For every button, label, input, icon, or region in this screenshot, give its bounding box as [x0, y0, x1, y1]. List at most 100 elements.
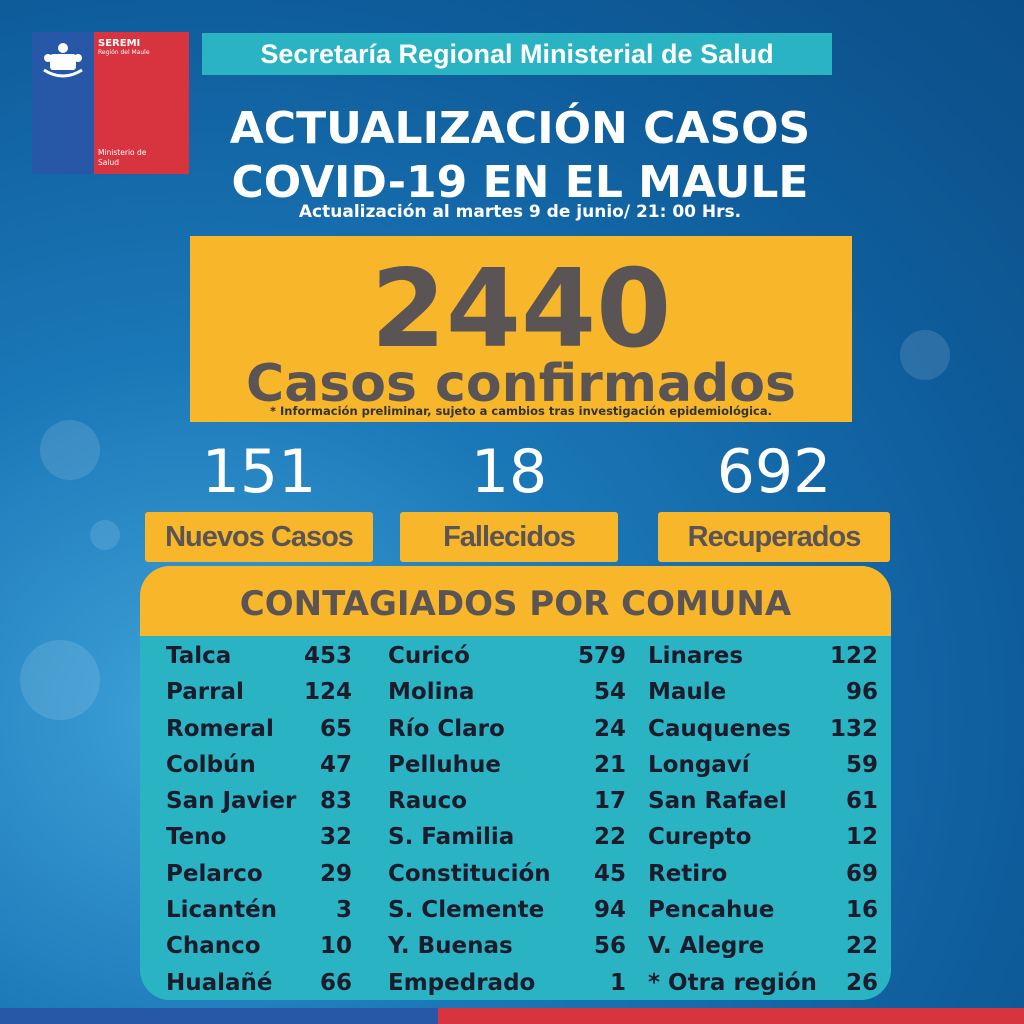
comuna-name: San Javier: [166, 788, 297, 815]
stat-new-cases: 151 Nuevos Casos: [145, 442, 373, 562]
comuna-count: 54: [593, 679, 626, 706]
comuna-name: S. Clemente: [388, 897, 545, 924]
comuna-name: Río Claro: [388, 715, 505, 742]
comuna-name: Longaví: [648, 751, 750, 778]
comuna-name: Teno: [166, 824, 227, 851]
comuna-name: Colbún: [166, 751, 256, 778]
comuna-count: 94: [593, 897, 626, 924]
comuna-name: * Otra región: [648, 969, 817, 996]
comuna-row: Pencahue 16: [648, 892, 878, 928]
stat-label: Fallecidos: [400, 512, 618, 562]
comuna-row: Linares 122: [648, 638, 878, 674]
comuna-name: Molina: [388, 679, 475, 706]
comuna-count: 124: [303, 679, 352, 706]
comuna-count: 66: [319, 969, 352, 996]
bottom-bar-blue: [0, 1008, 438, 1024]
comuna-name: Y. Buenas: [388, 933, 513, 960]
comuna-row: Romeral 65: [166, 711, 352, 747]
comuna-row: Curepto 12: [648, 819, 878, 855]
comuna-count: 3: [335, 897, 352, 924]
comuna-count: 21: [593, 751, 626, 778]
title-line-1: ACTUALIZACIÓN CASOS: [229, 103, 811, 154]
comuna-name: Pencahue: [648, 897, 775, 924]
comuna-row: San Javier 83: [166, 783, 352, 819]
comuna-count: 24: [593, 715, 626, 742]
comuna-row: Teno 32: [166, 819, 352, 855]
comuna-count: 1: [609, 969, 626, 996]
comunas-column: Linares 122 Maule 96 Cauquenes 132 Longaví 59 Sa…: [648, 638, 878, 1000]
title-line-2: COVID-19 EN EL MAULE: [231, 157, 809, 208]
comuna-row: Constitución 45: [388, 856, 626, 892]
comuna-count: 122: [829, 643, 878, 669]
stat-deaths: 18 Fallecidos: [400, 442, 618, 562]
comuna-count: 45: [593, 860, 626, 887]
logo-blue-panel: [32, 32, 94, 174]
comuna-count: 579: [577, 643, 626, 669]
comuna-count: 59: [845, 751, 878, 778]
logo-red-panel: SEREMI Región del Maule Ministerio de Sa…: [94, 32, 189, 174]
comuna-name: Curicó: [388, 643, 470, 669]
comuna-row: Río Claro 24: [388, 711, 626, 747]
stat-number: 18: [470, 437, 548, 507]
comuna-row: Pelarco 29: [166, 856, 352, 892]
comuna-count: 69: [845, 860, 878, 887]
comuna-name: Licantén: [166, 897, 278, 924]
comuna-name: Retiro: [648, 860, 728, 887]
comuna-row: Empedrado 1: [388, 965, 626, 1000]
comuna-count: 453: [303, 643, 352, 669]
comuna-name: Rauco: [388, 788, 468, 815]
comuna-row: Pelluhue 21: [388, 747, 626, 783]
comuna-count: 56: [593, 933, 626, 960]
comuna-row: Chanco 10: [166, 928, 352, 964]
comuna-row: Longaví 59: [648, 747, 878, 783]
ministry-banner: Secretaría Regional Ministerial de Salud: [202, 33, 832, 75]
seremi-logo: SEREMI Región del Maule Ministerio de Sa…: [32, 32, 189, 174]
logo-ministerio-text: Ministerio de Salud: [98, 148, 147, 167]
update-timestamp: Actualización al martes 9 de junio/ 21: …: [298, 202, 742, 222]
comuna-name: San Rafael: [648, 788, 787, 815]
comuna-count: 26: [845, 969, 878, 996]
comuna-name: Pelarco: [166, 860, 263, 887]
bokeh-dot: [90, 520, 120, 550]
comuna-name: S. Familia: [388, 824, 515, 851]
comuna-row: Y. Buenas 56: [388, 928, 626, 964]
comuna-count: 47: [319, 751, 352, 778]
comuna-name: Chanco: [166, 933, 261, 960]
comuna-row: S. Familia 22: [388, 819, 626, 855]
stat-recovered: 692 Recuperados: [658, 442, 890, 562]
comunas-table: CONTAGIADOS POR COMUNA Talca 453 Parral 124…: [140, 566, 891, 1000]
comuna-count: 96: [845, 679, 878, 706]
comunas-header: CONTAGIADOS POR COMUNA: [140, 566, 891, 636]
comuna-row: Colbún 47: [166, 747, 352, 783]
comuna-row: Licantén 3: [166, 892, 352, 928]
total-cases-number: 2440: [370, 247, 672, 372]
comuna-count: 22: [593, 824, 626, 851]
comuna-row: Talca 453: [166, 638, 352, 674]
comuna-row: Cauquenes 132: [648, 711, 878, 747]
comuna-count: 16: [845, 897, 878, 924]
comuna-name: Pelluhue: [388, 751, 501, 778]
logo-region-text: Región del Maule: [98, 49, 150, 56]
comuna-row: Maule 96: [648, 674, 878, 710]
comuna-row: Hualañé 66: [166, 965, 352, 1000]
comuna-count: 32: [319, 824, 352, 851]
page-title: ACTUALIZACIÓN CASOS COVID-19 EN EL MAULE: [190, 102, 850, 210]
comuna-count: 12: [845, 824, 878, 851]
logo-seremi-text: SEREMI: [98, 38, 141, 49]
comuna-row: Rauco 17: [388, 783, 626, 819]
stat-number: 151: [201, 437, 317, 507]
comuna-count: 83: [319, 788, 352, 815]
comuna-name: Curepto: [648, 824, 752, 851]
stat-number: 692: [716, 437, 832, 507]
comuna-name: Parral: [166, 679, 244, 706]
comuna-row: * Otra región 26: [648, 965, 878, 1000]
comuna-name: Talca: [166, 643, 232, 669]
total-cases-box: 2440 Casos confirmados * Información pre…: [190, 236, 852, 422]
comuna-count: 29: [319, 860, 352, 887]
comuna-row: Retiro 69: [648, 856, 878, 892]
comuna-count: 61: [845, 788, 878, 815]
comuna-count: 132: [829, 715, 878, 742]
comuna-name: Hualañé: [166, 969, 273, 996]
comuna-name: Empedrado: [388, 969, 536, 996]
coat-of-arms-icon: [43, 43, 83, 78]
